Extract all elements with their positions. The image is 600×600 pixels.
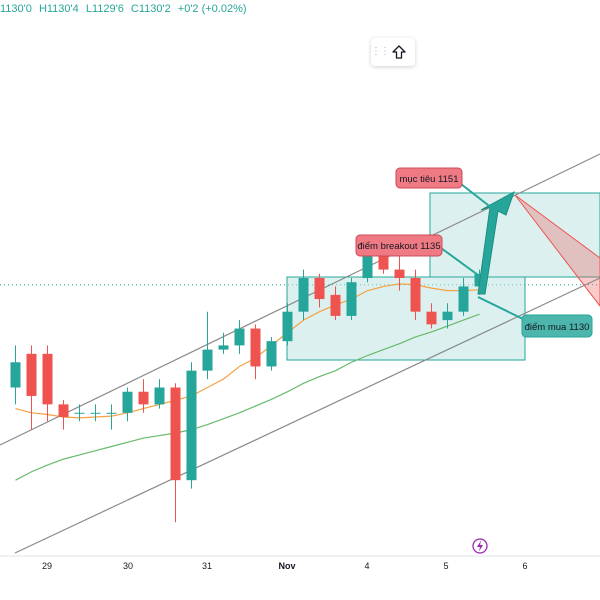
candle-body: [362, 252, 373, 278]
candle-body: [410, 278, 421, 312]
candle-body: [42, 353, 53, 405]
x-tick-label: 6: [522, 561, 527, 571]
candle-body: [458, 286, 469, 312]
x-tick-label: 29: [42, 561, 52, 571]
candle-body: [266, 341, 277, 367]
arrow-up-icon: [392, 45, 406, 59]
arrow-up-button[interactable]: [385, 38, 413, 66]
target-label[interactable]: mục tiêu 1151: [395, 167, 463, 189]
candle-body: [378, 252, 389, 270]
candle-body: [442, 311, 453, 321]
candle-body: [58, 404, 69, 417]
ma-fast-line: [15, 283, 480, 419]
ma-slow-line: [15, 313, 480, 481]
candle-body: [218, 345, 229, 350]
x-tick-label: 5: [443, 561, 448, 571]
candle-body: [330, 294, 341, 316]
candle-body: [154, 387, 165, 405]
candle-body: [26, 353, 37, 396]
candle-body: [298, 278, 309, 312]
ohlc-low: L1129'6: [85, 3, 124, 15]
ohlc-high: H1130'4: [38, 3, 79, 15]
x-axis: 29 30 31 Nov 4 5 6: [42, 561, 528, 571]
candle-body: [106, 412, 117, 414]
candle-body: [282, 311, 293, 342]
buy-label[interactable]: điểm mua 1130: [521, 314, 593, 338]
candle-body: [234, 328, 245, 346]
lightning-icon[interactable]: [472, 538, 488, 554]
breakout-pointer: [440, 247, 479, 276]
candle-body: [122, 391, 133, 413]
breakout-label-text: điểm breakout 1135: [357, 241, 440, 252]
candle-body: [74, 412, 85, 414]
candle-body: [90, 412, 101, 414]
candle-body: [346, 282, 357, 316]
target-label-text: mục tiêu 1151: [400, 174, 459, 185]
ohlc-legend: 1130'0 H1130'4 L1129'6 C1130'2 +0'2 (+0.…: [0, 3, 251, 15]
breakout-label[interactable]: điểm breakout 1135: [355, 234, 443, 257]
floating-drawing-toolbar[interactable]: ⋮⋮: [371, 38, 415, 66]
candle-body: [186, 370, 197, 481]
candle-body: [426, 311, 437, 325]
x-tick-label: Nov: [278, 561, 295, 571]
candle-series: [10, 248, 485, 523]
candle-body: [138, 391, 149, 405]
buy-pointer: [477, 296, 526, 321]
candle-body: [394, 269, 405, 278]
buy-label-text: điểm mua 1130: [525, 322, 590, 333]
candle-body: [10, 362, 21, 388]
x-tick-label: 31: [202, 561, 212, 571]
channel-lower: [14, 277, 600, 554]
candle-body: [314, 278, 325, 300]
candle-body: [250, 328, 261, 367]
short-projection: [514, 194, 600, 307]
target-arrow: [477, 190, 515, 295]
ohlc-open: 1130'0: [0, 3, 32, 15]
target-box: [429, 192, 600, 278]
target-pointer: [460, 183, 498, 213]
ohlc-change: +0'2 (+0.02%): [177, 3, 247, 15]
candle-body: [202, 349, 213, 371]
candle-body: [170, 387, 181, 481]
ohlc-close: C1130'2: [130, 3, 171, 15]
x-tick-label: 4: [364, 561, 369, 571]
grip-dots-icon[interactable]: ⋮⋮: [371, 46, 390, 57]
x-tick-label: 30: [123, 561, 133, 571]
